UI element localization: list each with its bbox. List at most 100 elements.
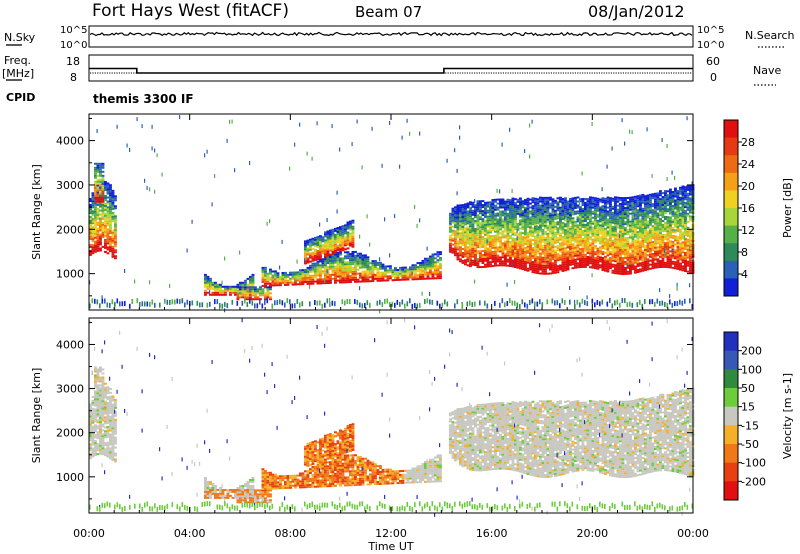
heatmap-cell	[354, 254, 357, 257]
heatmap-cell	[114, 229, 117, 232]
heatmap-cell	[594, 203, 597, 206]
heatmap-cell	[464, 241, 467, 244]
heatmap-cell	[501, 242, 505, 245]
heatmap-cell	[664, 236, 667, 238]
heatmap-cell	[549, 238, 552, 241]
heatmap-cell	[579, 210, 582, 213]
heatmap-cell	[621, 207, 625, 210]
near-range-mark	[511, 300, 514, 306]
heatmap-cell	[666, 256, 670, 259]
heatmap-cell	[684, 210, 687, 213]
heatmap-cell	[479, 246, 482, 249]
heatmap-cell	[344, 230, 347, 233]
heatmap-cell	[264, 274, 267, 277]
heatmap-cell	[476, 202, 480, 205]
heatmap-cell	[414, 272, 417, 275]
heatmap-cell	[631, 200, 635, 203]
heatmap-cell	[221, 285, 225, 288]
heatmap-cell	[649, 233, 652, 236]
heatmap-cell	[329, 249, 332, 252]
heatmap-cell	[671, 244, 675, 247]
heatmap-cell	[489, 257, 492, 260]
heatmap-cell	[484, 221, 487, 224]
heatmap-cell	[641, 267, 645, 270]
heatmap-cell	[251, 279, 255, 282]
heatmap-cell	[581, 222, 585, 224]
heatmap-cell	[311, 239, 315, 242]
heatmap-cell	[521, 240, 525, 243]
heatmap-cell	[384, 273, 387, 276]
heatmap-cell	[659, 264, 662, 266]
near-range-mark	[524, 302, 526, 308]
heatmap-cell	[304, 273, 307, 275]
heatmap-cell	[609, 267, 612, 270]
noise-mark	[161, 172, 163, 177]
heatmap-cell	[514, 234, 517, 237]
heatmap-cell	[614, 198, 617, 201]
heatmap-cell	[481, 212, 485, 215]
heatmap-cell	[336, 239, 340, 241]
heatmap-cell	[669, 256, 672, 259]
heatmap-cell	[469, 245, 472, 248]
heatmap-cell	[684, 232, 687, 235]
heatmap-cell	[631, 236, 635, 239]
heatmap-cell	[346, 231, 350, 234]
noise-mark	[384, 217, 386, 222]
heatmap-cell	[669, 228, 672, 231]
heatmap-cell	[536, 262, 540, 265]
heatmap-cell	[564, 243, 567, 246]
heatmap-cell	[684, 252, 687, 254]
heatmap-cell	[479, 216, 482, 219]
heatmap-cell	[639, 244, 642, 247]
heatmap-cell	[326, 270, 330, 272]
heatmap-cell	[659, 252, 662, 254]
heatmap-cell	[114, 197, 117, 200]
heatmap-cell	[356, 268, 360, 271]
heatmap-cell	[434, 269, 437, 272]
heatmap-cell	[576, 250, 580, 253]
heatmap-cell	[539, 238, 542, 241]
heatmap-cell	[601, 233, 605, 236]
heatmap-cell	[456, 234, 460, 237]
heatmap-cell	[509, 259, 512, 261]
heatmap-cell	[531, 215, 535, 218]
heatmap-cell	[654, 212, 657, 215]
heatmap-cell	[586, 248, 590, 250]
heatmap-cell	[671, 256, 675, 259]
heatmap-cell	[686, 226, 690, 229]
heatmap-cell	[569, 231, 572, 234]
heatmap-cell	[421, 269, 425, 272]
heatmap-cell	[529, 210, 532, 213]
noise-mark	[94, 198, 96, 203]
heatmap-cell	[96, 235, 100, 238]
heatmap-cell	[569, 263, 572, 266]
heatmap-cell	[624, 201, 627, 204]
heatmap-cell	[336, 227, 340, 229]
heatmap-cell	[504, 218, 507, 221]
heatmap-cell	[606, 258, 610, 261]
heatmap-cell	[524, 264, 527, 267]
heatmap-cell	[589, 222, 592, 225]
heatmap-cell	[519, 255, 522, 258]
heatmap-cell	[581, 233, 585, 236]
heatmap-cell	[204, 285, 207, 288]
heatmap-cell	[509, 237, 512, 240]
heatmap-cell	[629, 252, 632, 255]
heatmap-cell	[596, 263, 600, 266]
noise-mark	[426, 246, 428, 251]
heatmap-cell	[569, 214, 572, 216]
near-range-mark	[221, 303, 224, 309]
heatmap-cell	[536, 202, 540, 205]
heatmap-cell	[509, 203, 512, 206]
heatmap-cell	[641, 197, 645, 200]
heatmap-cell	[621, 267, 625, 269]
heatmap-cell	[451, 231, 455, 234]
heatmap-cell	[106, 230, 110, 233]
heatmap-cell	[489, 201, 492, 204]
heatmap-cell	[649, 245, 652, 248]
near-range-mark	[624, 298, 626, 304]
noise-mark	[664, 248, 666, 253]
heatmap-cell	[536, 258, 540, 261]
heatmap-cell	[406, 272, 410, 275]
heatmap-cell	[351, 278, 355, 281]
